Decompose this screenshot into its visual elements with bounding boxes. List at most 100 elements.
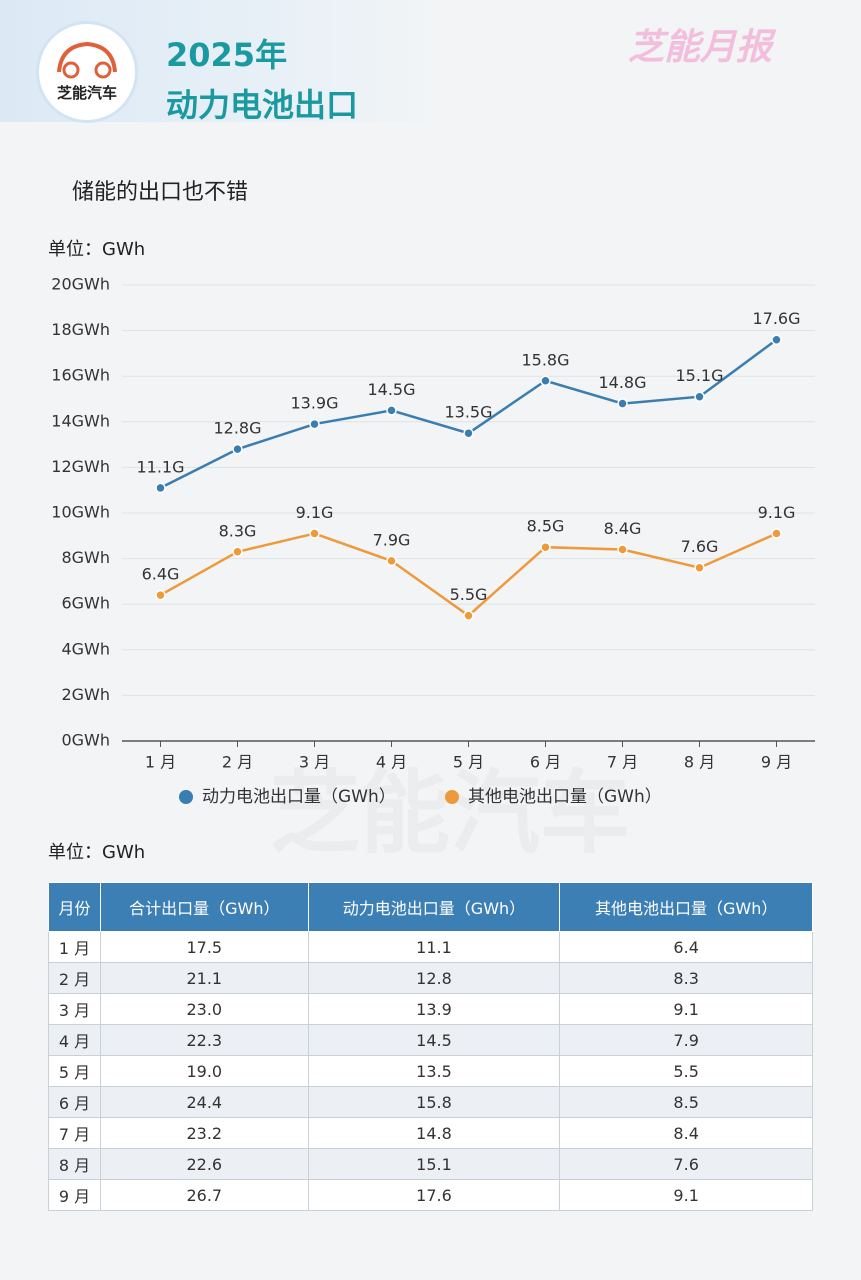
cell: 9 月: [48, 1179, 101, 1211]
table-row: 9 月 26.7 17.6 9.1: [48, 1179, 813, 1211]
cell: 17.6: [307, 1179, 561, 1211]
point: [232, 443, 243, 455]
x-tick-label: 8 月: [684, 753, 715, 772]
y-tick-label: 20GWh: [51, 275, 110, 294]
cell: 13.9: [307, 993, 561, 1025]
table-row: 6 月 24.4 15.8 8.5: [48, 1086, 813, 1118]
x-tick-label: 2 月: [222, 753, 253, 772]
table-body: 1 月 17.5 11.1 6.4 2 月 21.1 12.8 8.3 3 月 23.0 13.9 9…: [48, 931, 813, 1211]
unit: 单位：GWh: [48, 842, 146, 863]
point: [540, 541, 551, 553]
logo-icon: [57, 41, 117, 79]
cell: 11.1: [307, 931, 561, 963]
x-tick-label: 3 月: [299, 753, 330, 772]
data-label: 14.5G: [367, 380, 415, 399]
data-label: 11.1G: [136, 457, 184, 476]
table-row: 2 月 21.1 12.8 8.3: [48, 962, 813, 994]
cell: 13.5: [307, 1055, 561, 1087]
legend-label: 其他电池出口量（GWh）: [468, 787, 662, 807]
point: [386, 405, 397, 416]
point: [155, 482, 166, 494]
x-tick-label: 7 月: [607, 753, 638, 772]
point: [155, 589, 166, 601]
cell: 14.8: [307, 1117, 561, 1149]
cell: 8.3: [559, 962, 813, 994]
legend-marker: [445, 790, 459, 804]
table-row: 5 月 19.0 13.5 5.5: [48, 1055, 813, 1087]
legend-label: 动力电池出口量（GWh）: [202, 787, 396, 807]
point: [463, 610, 474, 621]
cell: 15.1: [307, 1148, 561, 1180]
cell: 6 月: [48, 1086, 101, 1118]
y-tick-label: 2GWh: [61, 685, 110, 704]
data-label: 8.4G: [604, 519, 642, 538]
header-cell: 其他电池出口量（GWh）: [559, 882, 813, 932]
data-label: 9.1G: [296, 503, 334, 522]
cell: 23.2: [99, 1117, 309, 1149]
cell: 26.7: [99, 1179, 309, 1211]
point: [694, 562, 705, 573]
unit: 单位：GWh: [48, 239, 146, 260]
cell: 7.9: [559, 1024, 813, 1056]
table-header: 月份 合计出口量（GWh） 动力电池出口量（GWh） 其他电池出口量（GWh）: [48, 882, 813, 932]
y-tick-label: 16GWh: [51, 366, 110, 385]
point: [540, 375, 551, 387]
x-tick-label: 6 月: [530, 753, 561, 772]
y-tick-label: 8GWh: [61, 548, 110, 567]
y-tick-label: 18GWh: [51, 320, 110, 339]
x-tick-label: 1 月: [145, 753, 176, 772]
x-tick-label: 4 月: [376, 753, 407, 772]
table-row: 8 月 22.6 15.1 7.6: [48, 1148, 813, 1180]
data-label: 5.5G: [450, 585, 488, 604]
data-label: 8.3G: [219, 521, 257, 540]
point: [771, 334, 782, 345]
data-label: 9.1G: [758, 503, 796, 522]
y-tick-label: 10GWh: [51, 503, 110, 522]
title: 2025年: [166, 36, 288, 74]
point: [309, 528, 320, 539]
subtitle: 储能的出口也不错: [72, 180, 249, 205]
header-cell: 合计出口量（GWh）: [99, 882, 309, 932]
cell: 9.1: [559, 993, 813, 1025]
cell: 7 月: [48, 1117, 101, 1149]
data-label: 13.9G: [290, 394, 338, 413]
data-label: 15.1G: [675, 366, 723, 385]
data-label: 12.8G: [213, 419, 261, 438]
data-label: 13.5G: [444, 403, 492, 422]
cell: 7.6: [559, 1148, 813, 1180]
cell: 19.0: [99, 1055, 309, 1087]
table-row: 3 月 23.0 13.9 9.1: [48, 993, 813, 1025]
data-label: 7.6G: [681, 537, 719, 556]
cell: 4 月: [48, 1024, 101, 1056]
cell: 22.3: [99, 1024, 309, 1056]
x-tick-label: 5 月: [453, 753, 484, 772]
cell: 2 月: [48, 962, 101, 994]
logo: 芝能汽车: [36, 21, 138, 123]
x-tick-label: 9 月: [761, 753, 792, 772]
y-tick-label: 12GWh: [51, 457, 110, 476]
cell: 14.5: [307, 1024, 561, 1056]
cell: 24.4: [99, 1086, 309, 1118]
cell: 1 月: [48, 931, 101, 963]
watermark: 芝能汽车: [270, 761, 630, 866]
cell: 15.8: [307, 1086, 561, 1118]
point: [386, 555, 397, 567]
header-cell: 月份: [48, 882, 101, 932]
cell: 6.4: [559, 931, 813, 963]
y-tick-label: 14GWh: [51, 411, 110, 430]
point: [617, 544, 628, 555]
cell: 5.5: [559, 1055, 813, 1087]
header-cell: 动力电池出口量（GWh）: [307, 882, 561, 932]
y-tick-label: 6GWh: [61, 594, 110, 613]
chart: 0GWh 2GWh 4GWh 6GWh 8GWh 10GWh 12GWh 14GWh 16GWh…: [51, 275, 815, 807]
point: [617, 398, 628, 409]
cell: 9.1: [559, 1179, 813, 1211]
data-label: 7.9G: [373, 530, 411, 549]
data-label: 17.6G: [752, 309, 800, 328]
legend-marker: [179, 790, 193, 804]
table-row: 4 月 22.3 14.5 7.9: [48, 1024, 813, 1056]
cell: 5 月: [48, 1055, 101, 1087]
brand: 芝能月报: [628, 27, 773, 68]
